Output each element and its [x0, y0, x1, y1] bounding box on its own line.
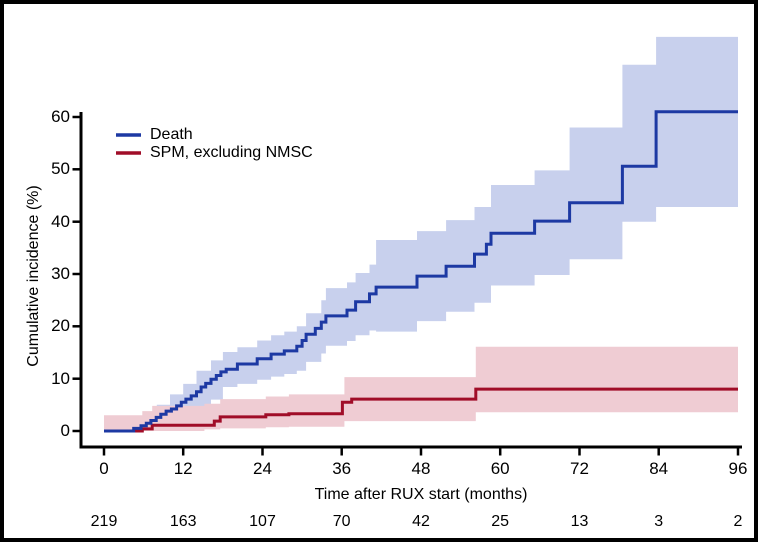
at-risk-count: 219	[90, 513, 118, 530]
x-tick-label: 12	[173, 459, 193, 478]
at-risk-count: 13	[570, 513, 589, 530]
x-tick-label: 84	[649, 459, 669, 478]
legend-label-death: Death	[150, 126, 193, 143]
y-tick-label: 10	[51, 368, 70, 388]
legend-swatches	[116, 133, 141, 155]
y-tick-label: 40	[51, 211, 70, 231]
y-tick-label: 20	[51, 316, 70, 336]
step-curves	[104, 110, 738, 433]
y-tick-label: 60	[51, 107, 70, 126]
cumulative-incidence-chart	[72, 36, 742, 456]
ci-bands	[104, 36, 739, 432]
at-risk-count: 42	[412, 513, 430, 530]
death-ci-band	[129, 36, 739, 432]
axes	[72, 112, 742, 456]
x-tick-label: 72	[570, 459, 589, 478]
at-risk-count: 107	[249, 513, 276, 530]
x-tick-label: 24	[253, 459, 272, 478]
x-tick-label: 60	[490, 459, 510, 478]
y-tick-label: 30	[51, 264, 70, 283]
at-risk-count: 70	[332, 513, 351, 530]
at-risk-count: 2	[733, 513, 743, 530]
x-tick-label: 0	[99, 459, 109, 478]
y-tick-label: 50	[51, 159, 70, 179]
x-axis-label: Time after RUX start (months)	[314, 486, 528, 503]
y-tick-label: 0	[60, 421, 70, 440]
at-risk-count: 3	[654, 513, 664, 530]
at-risk-count: 163	[169, 513, 197, 530]
x-tick-label: 36	[332, 459, 352, 478]
at-risk-count: 25	[491, 513, 510, 530]
x-tick-label: 48	[411, 459, 431, 478]
death-step-line	[104, 110, 738, 433]
legend-label-spm: SPM, excluding NMSC	[150, 144, 313, 161]
x-tick-label: 96	[728, 459, 748, 478]
spm-step-line	[104, 387, 738, 433]
spm-ci-band	[104, 346, 738, 431]
